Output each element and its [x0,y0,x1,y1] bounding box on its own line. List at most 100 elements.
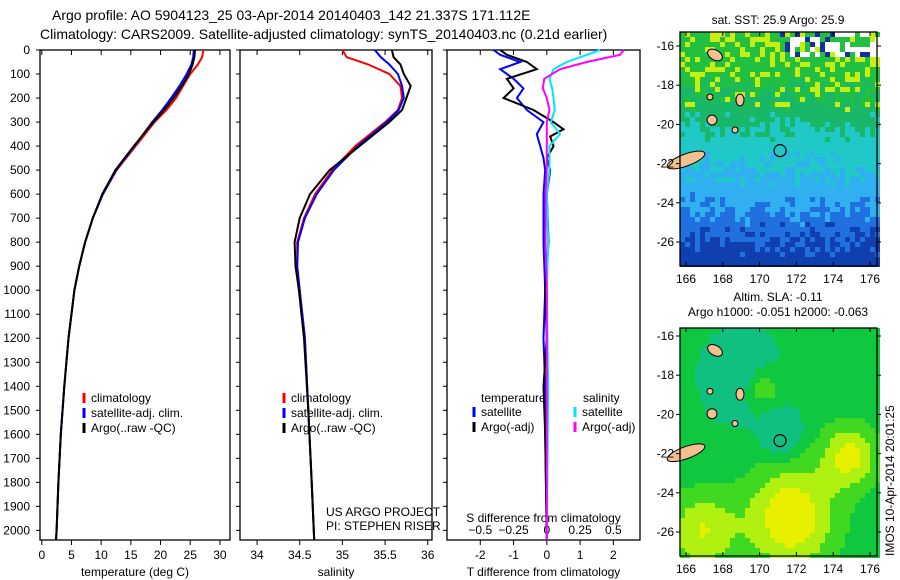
map-cell [810,433,815,438]
map-cell [740,533,745,538]
map-cell [685,87,690,92]
map-cell [850,82,855,87]
map-cell [685,458,690,463]
map-cell [760,348,765,353]
map-cell [830,338,835,343]
map-cell [870,227,875,232]
map-cell [805,92,810,97]
map-cell [865,548,870,553]
map-cell [870,92,875,97]
map-cell [785,343,790,348]
map-cell [740,503,745,508]
map-cell [805,147,810,152]
map-cell [750,202,755,207]
map-cell [755,177,760,182]
map-cell [700,548,705,553]
map-cell [865,32,870,37]
map-cell [760,523,765,528]
map-cell [870,32,875,37]
map-cell [860,132,865,137]
map-cell [805,57,810,62]
map-cell [705,508,710,513]
map-cell [730,438,735,443]
map-cell [815,398,820,403]
map-cell [785,513,790,518]
map-cell [855,262,860,267]
map-cell [760,423,765,428]
x-tick-label: -1 [508,548,519,562]
map-cell [805,227,810,232]
map-cell [720,227,725,232]
map-cell [860,353,865,358]
map-cell [700,262,705,267]
map-cell [840,107,845,112]
map-cell [695,373,700,378]
map-cell [815,343,820,348]
map-cell [865,403,870,408]
map-cell [730,468,735,473]
legend-label: Argo(..raw -QC) [91,421,176,435]
map-cell [820,538,825,543]
map-cell [830,478,835,483]
map-cell [700,82,705,87]
map-cell [750,353,755,358]
map-cell [810,102,815,107]
map-cell [725,32,730,37]
map-cell [730,493,735,498]
map-cell [735,333,740,338]
map-cell [750,488,755,493]
map-cell [820,62,825,67]
map-cell [770,257,775,262]
map-cell [735,328,740,333]
map-cell [710,503,715,508]
map-cell [750,473,755,478]
map-cell [805,97,810,102]
map-cell [745,408,750,413]
map-cell [690,132,695,137]
map-cell [830,388,835,393]
map-cell [740,202,745,207]
map-cell [840,443,845,448]
map-cell [835,57,840,62]
map-cell [725,62,730,67]
map-cell [715,92,720,97]
map-cell [765,543,770,548]
map-cell [690,403,695,408]
map-cell [840,528,845,533]
map-cell [775,62,780,67]
map-cell [720,338,725,343]
map-cell [750,117,755,122]
map-cell [680,177,685,182]
map-cell [730,192,735,197]
map-cell [730,42,735,47]
map-cell [865,122,870,127]
map-cell [850,518,855,523]
map-cell [800,207,805,212]
map-cell [740,177,745,182]
map-cell [680,433,685,438]
map-cell [765,32,770,37]
map-cell [835,87,840,92]
map-cell [850,57,855,62]
map-cell [810,343,815,348]
map-cell [805,157,810,162]
map-cell [795,338,800,343]
map-cell [835,227,840,232]
map-cell [800,37,805,42]
map-cell [715,67,720,72]
map-cell [740,157,745,162]
map-cell [850,202,855,207]
map-cell [820,398,825,403]
map-cell [840,62,845,67]
map-cell [710,182,715,187]
map-cell [725,187,730,192]
map-cell [755,102,760,107]
map-cell [830,137,835,142]
map-cell [785,358,790,363]
map-cell [820,172,825,177]
map-cell [720,368,725,373]
map-cell [870,418,875,423]
map-cell [735,187,740,192]
map-cell [855,167,860,172]
map-cell [800,523,805,528]
